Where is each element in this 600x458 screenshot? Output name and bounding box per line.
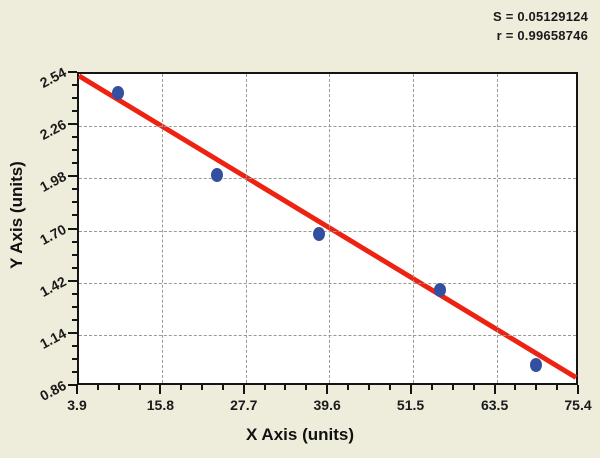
y-axis-tick-label: 1.98 [37,168,69,196]
gridline-horizontal [79,178,576,180]
x-axis-tick-minor [263,385,266,390]
standard-error-label: S = 0.05129124 [493,9,588,24]
y-axis-tick-major [68,279,77,282]
x-axis-tick-label: 51.5 [396,397,425,413]
x-axis-tick-minor [305,385,308,390]
data-point [433,283,446,298]
y-axis-tick-major [68,71,77,73]
gridline-horizontal [79,126,576,128]
y-axis-title: Y Axis (units) [7,161,26,269]
x-axis-tick-minor [138,385,141,390]
y-axis-tick-label: 0.86 [37,376,69,404]
x-axis-tick-minor [556,385,559,390]
x-axis-tick-major [326,385,329,394]
y-axis-tick-minor [72,292,77,295]
y-axis-tick-minor [72,344,77,347]
gridline-vertical [245,74,247,383]
y-axis-tick-major [68,384,77,386]
y-axis-tick-minor [72,253,77,256]
regression-line [77,73,578,380]
y-axis-tick-minor [72,305,77,308]
correlation-label: r = 0.99658746 [496,27,588,43]
y-axis-tick-minor [72,110,77,113]
y-axis-tick-minor [72,266,77,269]
y-axis-tick-minor [72,370,77,373]
y-axis-tick-label: 1.42 [37,272,69,300]
y-axis-tick-minor [72,149,77,152]
x-axis-tick-minor [472,385,475,390]
x-axis-tick-label: 15.8 [146,397,174,413]
data-point [211,167,224,182]
y-axis-tick-minor [72,357,77,360]
y-axis-tick-minor [72,240,77,243]
y-axis-tick-minor [72,136,77,139]
y-axis-tick-minor [72,84,77,87]
data-point [313,227,326,242]
x-axis-title: X Axis (units) [246,425,354,444]
x-axis-tick-minor [535,385,538,390]
x-axis-tick-major [76,385,78,394]
x-axis-tick-label: 75.4 [564,397,592,413]
x-axis-tick-minor [284,385,287,390]
y-axis-tick-label: 2.26 [37,116,69,144]
x-axis-tick-minor [96,385,99,390]
x-axis-tick-minor [367,385,370,390]
y-axis-tick-minor [72,97,77,100]
y-axis-tick-major [68,175,77,178]
x-axis-tick-label: 63.5 [480,397,509,413]
x-axis-tick-minor [388,385,391,390]
data-point [112,85,125,100]
gridline-vertical [162,74,164,383]
x-axis-tick-minor [346,385,349,390]
y-axis-tick-label: 2.54 [37,63,69,91]
y-axis-tick-minor [72,201,77,204]
y-axis-tick-major [68,123,77,126]
x-axis-tick-label: 3.9 [67,397,87,413]
gridline-horizontal [79,334,576,336]
gridline-vertical [496,74,498,383]
gridline-horizontal [79,282,576,284]
x-axis-tick-minor [180,385,183,390]
x-axis-tick-minor [430,385,433,390]
y-axis-tick-minor [72,318,77,321]
x-axis-tick-major [409,385,412,394]
y-axis-tick-minor [72,162,77,165]
y-axis-tick-major [68,227,77,230]
plot-area [77,72,578,385]
y-axis-tick-major [68,331,77,334]
x-axis-tick-minor [514,385,517,390]
gridline-vertical [329,74,331,383]
y-axis-tick-minor [72,214,77,217]
x-axis-tick-major [493,385,496,394]
x-axis-tick-major [242,385,245,394]
x-axis-tick-minor [451,385,454,390]
x-axis-tick-minor [117,385,120,390]
x-axis-tick-major [577,385,579,394]
x-axis-tick-minor [221,385,224,390]
gridline-horizontal [79,230,576,232]
y-axis-tick-label: 1.70 [37,220,69,248]
data-point [529,357,542,372]
y-axis-tick-label: 1.14 [37,324,69,352]
x-axis-tick-label: 27.7 [230,397,258,413]
x-axis-tick-major [159,385,162,394]
gridline-vertical [412,74,414,383]
x-axis-tick-minor [201,385,204,390]
y-axis-tick-minor [72,188,77,191]
statistics-annotation: S = 0.05129124 r = 0.99658746 [493,8,588,46]
x-axis-tick-label: 39.6 [313,397,341,413]
